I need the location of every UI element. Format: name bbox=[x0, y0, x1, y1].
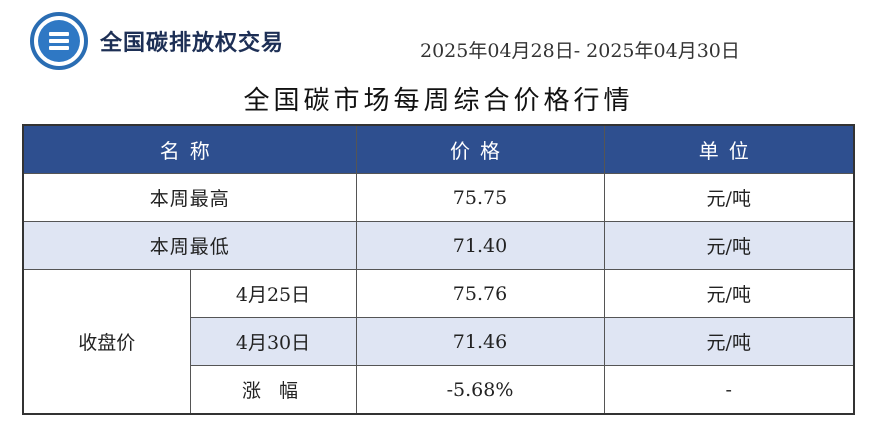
row-date: 4月25日 bbox=[189, 269, 357, 318]
closing-price-group-label: 收盘价 bbox=[22, 269, 191, 415]
row-change-label: 涨 幅 bbox=[189, 365, 357, 415]
row-price: 75.76 bbox=[355, 269, 605, 318]
table-header-row: 名称 价格 单位 bbox=[22, 124, 855, 174]
table-row: 本周最低 71.40 元/吨 bbox=[22, 221, 855, 270]
column-header-unit: 单位 bbox=[603, 124, 855, 174]
table-row: 涨 幅 -5.68% - bbox=[23, 365, 855, 415]
page-title: 全国碳市场每周综合价格行情 bbox=[243, 86, 634, 116]
row-unit: 元/吨 bbox=[603, 317, 855, 366]
row-unit: 元/吨 bbox=[603, 173, 855, 222]
row-price: 75.75 bbox=[355, 173, 605, 222]
row-name: 本周最高 bbox=[22, 173, 357, 222]
price-table: 名称 价格 单位 本周最高 75.75 元/吨 本周最低 71.40 元/吨 收… bbox=[22, 124, 855, 415]
logo-emblem-icon bbox=[30, 12, 88, 70]
column-header-price: 价格 bbox=[355, 124, 605, 174]
row-unit: 元/吨 bbox=[603, 269, 855, 318]
row-unit: - bbox=[603, 365, 855, 415]
row-name: 本周最低 bbox=[22, 221, 357, 270]
logo-name: 全国碳排放权交易 bbox=[100, 31, 285, 56]
date-range: 2025年04月28日- 2025年04月30日 bbox=[420, 40, 740, 62]
row-price: 71.40 bbox=[355, 221, 605, 270]
row-date: 4月30日 bbox=[189, 317, 357, 366]
column-header-name: 名称 bbox=[22, 124, 357, 174]
exchange-logo: 全国碳排放权交易 bbox=[30, 10, 284, 72]
row-price: 71.46 bbox=[355, 317, 605, 366]
table-row: 4月30日 71.46 元/吨 bbox=[23, 317, 855, 366]
table-row: 收盘价 4月25日 75.76 元/吨 bbox=[22, 269, 855, 415]
row-unit: 元/吨 bbox=[603, 221, 855, 270]
row-change-value: -5.68% bbox=[355, 365, 605, 415]
table-row: 本周最高 75.75 元/吨 bbox=[22, 173, 855, 222]
